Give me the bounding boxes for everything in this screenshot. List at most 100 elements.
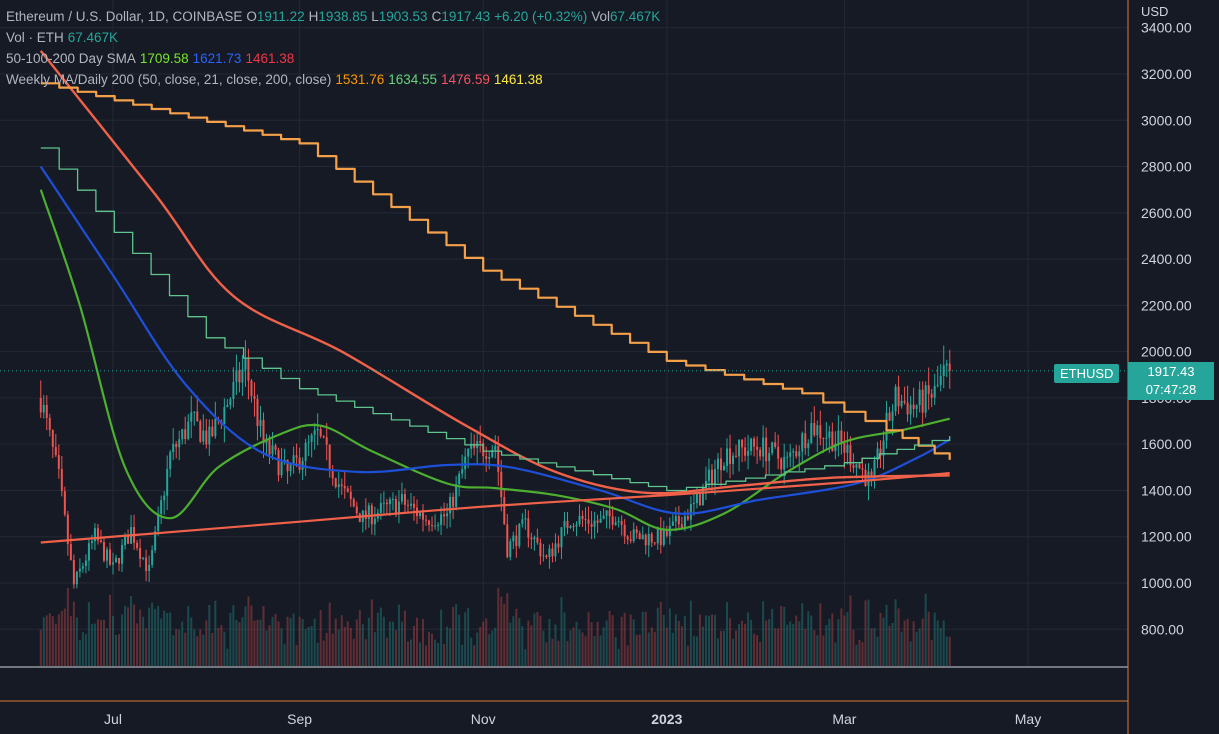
volume-bar	[238, 622, 241, 666]
candle-body	[259, 419, 262, 427]
volume-bar	[449, 628, 452, 666]
candle-body	[223, 407, 226, 425]
candle-body	[683, 516, 686, 530]
volume-bar	[891, 622, 894, 666]
candle-body	[756, 446, 759, 450]
candle-body	[163, 495, 166, 501]
chart-legend: Ethereum / U.S. Dollar, 1D, COINBASE O191…	[6, 6, 664, 90]
candle-body	[172, 443, 175, 453]
candle-body	[870, 471, 873, 476]
candle-body	[566, 520, 569, 529]
candle-body	[768, 453, 771, 462]
volume-bar	[160, 618, 163, 666]
candle-body	[849, 445, 852, 466]
candle-body	[813, 423, 816, 436]
candle-body	[96, 528, 99, 541]
wma-value-3: 1476.59	[441, 72, 490, 87]
volume-bar	[545, 642, 548, 666]
volume-bar	[870, 628, 873, 666]
candle-body	[108, 549, 111, 565]
volume-bar	[939, 627, 942, 666]
candle-body	[178, 439, 181, 448]
candle-body	[512, 535, 515, 542]
candle-body	[391, 498, 394, 500]
candle-body	[382, 502, 385, 504]
volume-bar	[223, 631, 226, 666]
volume-bar	[930, 639, 933, 666]
candle-body	[521, 519, 524, 524]
volume-bar	[108, 594, 111, 666]
volume-bar	[355, 619, 358, 666]
volume-bar	[506, 593, 509, 666]
candle-body	[139, 548, 142, 559]
volume-bar	[102, 619, 105, 666]
candle-body	[888, 412, 891, 421]
legend-volume-row[interactable]: Vol · ETH 67.467K	[6, 27, 664, 48]
candle-body	[575, 524, 578, 527]
volume-bar	[455, 604, 458, 666]
candle-body	[738, 439, 741, 457]
volume-bar	[512, 616, 515, 666]
volume-bar	[810, 615, 813, 666]
volume-bar	[78, 640, 81, 666]
candle-body	[572, 526, 575, 528]
legend-symbol-row: Ethereum / U.S. Dollar, 1D, COINBASE O191…	[6, 6, 664, 27]
volume-bar	[90, 623, 93, 666]
volume-bar	[193, 629, 196, 666]
candle-body	[653, 542, 656, 544]
candle-body	[623, 524, 626, 537]
volume-bar	[382, 616, 385, 666]
volume-bar	[48, 613, 51, 666]
candle-body	[292, 455, 295, 465]
candle-body	[527, 518, 530, 538]
candle-body	[891, 411, 894, 421]
candle-body	[142, 557, 145, 559]
volume-bar	[524, 649, 527, 666]
volume-bar	[491, 630, 494, 666]
volume-bar	[307, 626, 310, 666]
volume-bar	[834, 642, 837, 666]
volume-bar	[118, 634, 121, 666]
volume-bar	[419, 642, 422, 666]
volume-bar	[668, 608, 671, 666]
legend-sma-row[interactable]: 50-100-200 Day SMA 1709.58 1621.73 1461.38	[6, 48, 664, 69]
volume-bar	[214, 600, 217, 666]
legend-wma-row[interactable]: Weekly MA/Daily 200 (50, close, 21, clos…	[6, 69, 664, 90]
volume-bar	[115, 635, 118, 666]
volume-bar	[316, 642, 319, 666]
candle-body	[602, 515, 605, 519]
candle-body	[388, 499, 391, 505]
volume-bar	[759, 642, 762, 666]
y-tick-label: 2000.00	[1141, 344, 1192, 360]
volume-bar	[906, 618, 909, 666]
candle-body	[647, 533, 650, 546]
candle-body	[419, 512, 422, 517]
candle-body	[560, 527, 563, 548]
volume-bar	[409, 639, 412, 666]
volume-bar	[756, 635, 759, 666]
volume-bar	[765, 620, 768, 666]
volume-bar	[933, 612, 936, 666]
volume-bar	[271, 617, 274, 666]
candle-body	[452, 496, 455, 507]
volume-bar	[196, 636, 199, 666]
volume-bar	[304, 629, 307, 666]
volume-bar	[879, 613, 882, 666]
candle-body	[906, 402, 909, 415]
candle-body	[563, 520, 566, 528]
volume-bar	[274, 613, 277, 666]
volume-bar	[723, 630, 726, 666]
candle-body	[795, 451, 798, 457]
candle-body	[205, 430, 208, 445]
symbol-title[interactable]: Ethereum / U.S. Dollar, 1D, COINBASE	[6, 9, 243, 24]
candle-body	[45, 404, 48, 418]
volume-bar	[434, 639, 437, 666]
candle-body	[689, 504, 692, 520]
candle-body	[762, 437, 765, 457]
candle-body	[66, 514, 69, 545]
volume-bar	[289, 617, 292, 666]
candle-body	[771, 442, 774, 454]
volume-bar	[554, 624, 557, 666]
candle-body	[400, 494, 403, 502]
